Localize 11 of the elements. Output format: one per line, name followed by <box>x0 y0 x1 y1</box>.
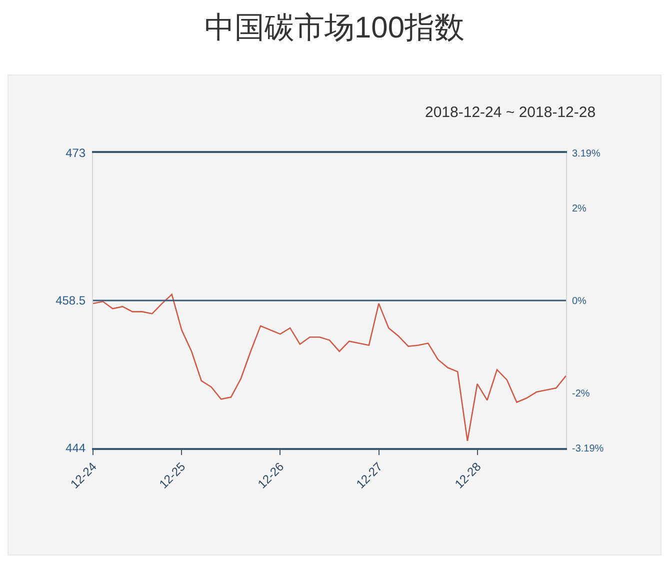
chart-subtitle: 2018-12-24 ~ 2018-12-28 <box>425 104 596 121</box>
y2-tick-label: 0% <box>572 296 587 307</box>
line-series <box>93 294 566 442</box>
y-tick-label: 473 <box>66 146 86 160</box>
y-tick-label: 458.5 <box>56 294 86 308</box>
y2-tick-label: -3.19% <box>572 444 604 454</box>
y-tick-label: 444 <box>66 441 86 456</box>
y2-tick-label: 3.19% <box>572 148 600 160</box>
chart-title: 中国碳市场100指数 <box>204 12 465 44</box>
y2-tick-label: -2% <box>572 388 590 400</box>
y2-tick-label: 2% <box>572 204 587 215</box>
